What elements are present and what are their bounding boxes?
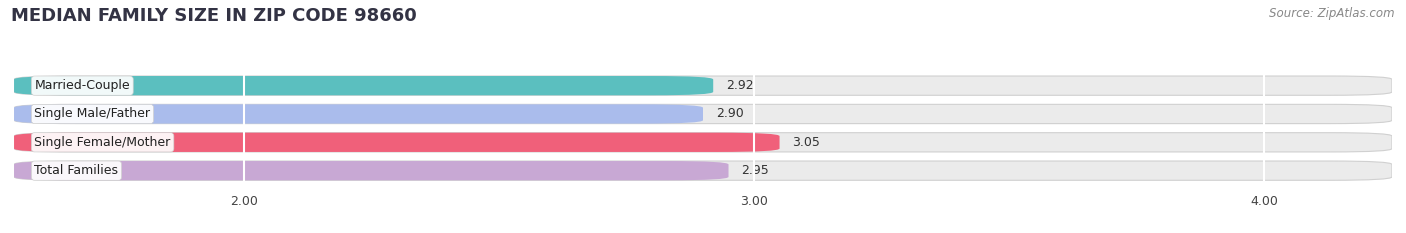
Text: 2.92: 2.92 — [725, 79, 754, 92]
Text: 2.90: 2.90 — [716, 107, 744, 120]
Text: 3.05: 3.05 — [793, 136, 820, 149]
FancyBboxPatch shape — [14, 104, 703, 124]
FancyBboxPatch shape — [14, 161, 1392, 180]
Text: Single Female/Mother: Single Female/Mother — [35, 136, 170, 149]
Text: Total Families: Total Families — [35, 164, 118, 177]
FancyBboxPatch shape — [14, 161, 728, 180]
FancyBboxPatch shape — [14, 76, 713, 95]
Text: Single Male/Father: Single Male/Father — [35, 107, 150, 120]
Text: Source: ZipAtlas.com: Source: ZipAtlas.com — [1270, 7, 1395, 20]
FancyBboxPatch shape — [14, 104, 1392, 124]
FancyBboxPatch shape — [14, 133, 1392, 152]
FancyBboxPatch shape — [14, 133, 779, 152]
Text: MEDIAN FAMILY SIZE IN ZIP CODE 98660: MEDIAN FAMILY SIZE IN ZIP CODE 98660 — [11, 7, 418, 25]
Text: Married-Couple: Married-Couple — [35, 79, 131, 92]
FancyBboxPatch shape — [14, 76, 1392, 95]
Text: 2.95: 2.95 — [741, 164, 769, 177]
